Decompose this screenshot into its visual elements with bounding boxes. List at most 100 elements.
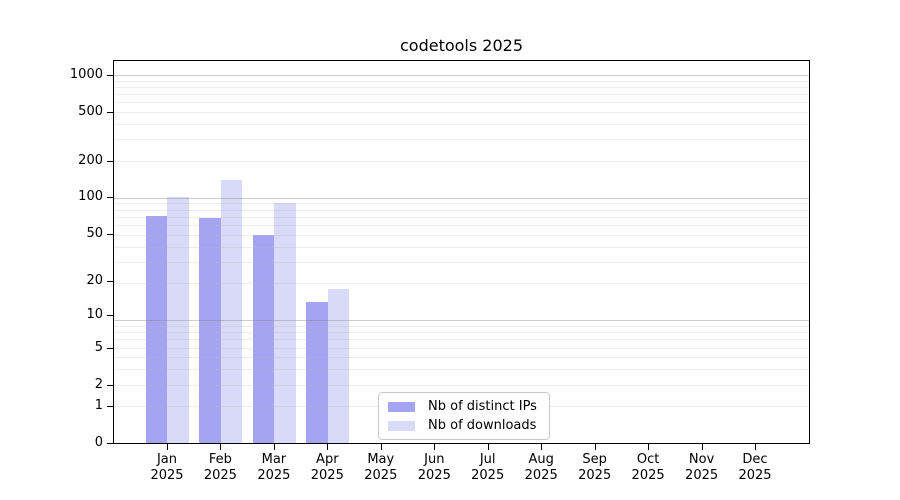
grid-line-minor	[114, 216, 809, 218]
y-tick-label: 2	[94, 376, 103, 392]
grid-line-minor	[114, 326, 809, 327]
x-tick-month: Dec	[742, 452, 768, 467]
y-tick-mark	[107, 347, 113, 349]
grid-line-minor	[114, 234, 809, 236]
x-tick-year: 2025	[631, 468, 665, 483]
legend-label: Nb of downloads	[428, 418, 537, 433]
x-tick-year: 2025	[150, 468, 184, 483]
x-tick-month: Mar	[261, 452, 287, 467]
grid-line-minor	[114, 261, 809, 263]
y-tick-label: 500	[78, 103, 103, 119]
grid-line-minor	[114, 209, 809, 211]
x-tick-month: Oct	[636, 452, 660, 467]
y-tick-mark	[107, 75, 113, 76]
x-tick-label: Jun 2025	[402, 452, 466, 484]
x-tick-mark	[594, 444, 596, 450]
y-tick-mark	[107, 443, 113, 444]
grid-line-minor	[114, 123, 809, 125]
x-tick-label: Dec 2025	[723, 452, 787, 484]
y-tick-mark	[107, 280, 113, 282]
y-tick-label: 200	[78, 152, 103, 168]
x-tick-year: 2025	[257, 468, 291, 483]
bar-distinct-ips	[306, 302, 328, 443]
grid-line-minor	[114, 224, 809, 226]
x-tick-label: May 2025	[349, 452, 413, 484]
y-tick-mark	[107, 384, 113, 386]
grid-line-major	[114, 75, 809, 76]
y-tick-label: 1000	[69, 67, 103, 82]
x-tick-mark	[648, 444, 650, 450]
grid-line-minor	[114, 160, 809, 162]
x-tick-mark	[167, 444, 168, 450]
x-tick-label: Jul 2025	[456, 452, 520, 484]
y-tick-label: 100	[78, 189, 103, 205]
x-tick-year: 2025	[310, 468, 344, 483]
x-tick-year: 2025	[471, 468, 505, 483]
x-tick-label: Sep 2025	[563, 452, 627, 484]
x-tick-year: 2025	[578, 468, 612, 483]
legend-swatch	[388, 401, 415, 412]
x-tick-label: Oct 2025	[616, 452, 680, 484]
x-tick-month: Jan	[156, 452, 178, 467]
x-tick-year: 2025	[738, 468, 772, 483]
bar-downloads	[274, 203, 296, 443]
x-tick-month: Aug	[528, 452, 554, 467]
grid-line-major	[114, 197, 809, 199]
x-tick-mark	[380, 444, 382, 450]
x-tick-month: Jul	[479, 452, 496, 467]
x-tick-month: Apr	[316, 452, 339, 467]
x-tick-label: Jan 2025	[135, 452, 199, 484]
plot-area	[113, 60, 810, 444]
x-tick-year: 2025	[203, 468, 237, 483]
bar-distinct-ips	[199, 218, 221, 443]
x-tick-mark	[273, 444, 275, 450]
x-tick-mark	[541, 444, 543, 450]
y-tick-mark	[107, 197, 113, 199]
y-tick-label: 5	[94, 339, 103, 355]
legend-swatch	[388, 420, 415, 431]
grid-line-minor	[114, 80, 809, 82]
grid-line-minor	[114, 102, 809, 104]
grid-line-minor	[114, 139, 809, 141]
x-tick-mark	[434, 444, 436, 450]
x-tick-mark	[487, 444, 489, 450]
grid-line-minor	[114, 203, 809, 205]
y-tick-mark	[107, 160, 113, 162]
legend-label: Nb of distinct IPs	[428, 399, 537, 414]
x-tick-label: Nov 2025	[670, 452, 734, 484]
y-tick-label: 20	[86, 272, 103, 288]
x-tick-mark	[220, 444, 222, 450]
y-tick-label: 0	[94, 435, 103, 450]
y-tick-mark	[107, 233, 113, 235]
grid-line-minor	[114, 332, 809, 334]
x-tick-label: Apr 2025	[295, 452, 359, 484]
x-tick-month: Feb	[208, 452, 232, 467]
grid-line-minor	[114, 369, 809, 371]
grid-line-major	[114, 320, 809, 322]
legend: Nb of distinct IPs Nb of downloads	[378, 392, 550, 440]
x-tick-month: Sep	[582, 452, 607, 467]
grid-line-minor	[114, 86, 809, 88]
x-tick-month: May	[367, 452, 395, 467]
grid-line-minor	[114, 347, 809, 349]
grid-line-minor	[114, 357, 809, 359]
y-tick-mark	[107, 111, 113, 113]
x-tick-year: 2025	[417, 468, 451, 483]
grid-line-minor	[114, 246, 809, 248]
bar-downloads	[220, 180, 243, 443]
x-tick-label: Feb 2025	[188, 452, 252, 484]
grid-line-minor	[114, 384, 809, 386]
x-tick-month: Jun	[424, 452, 445, 467]
x-tick-year: 2025	[685, 468, 719, 483]
x-tick-year: 2025	[524, 468, 558, 483]
y-tick-label: 10	[86, 307, 103, 323]
grid-line-minor	[114, 283, 809, 285]
y-tick-mark	[107, 406, 113, 408]
y-tick-mark	[107, 315, 113, 317]
grid-line-minor	[114, 111, 809, 113]
legend-row: Nb of distinct IPs	[388, 398, 537, 415]
grid-line-minor	[114, 339, 809, 341]
chart-title: codetools 2025	[399, 36, 524, 55]
x-tick-month: Nov	[688, 452, 715, 467]
